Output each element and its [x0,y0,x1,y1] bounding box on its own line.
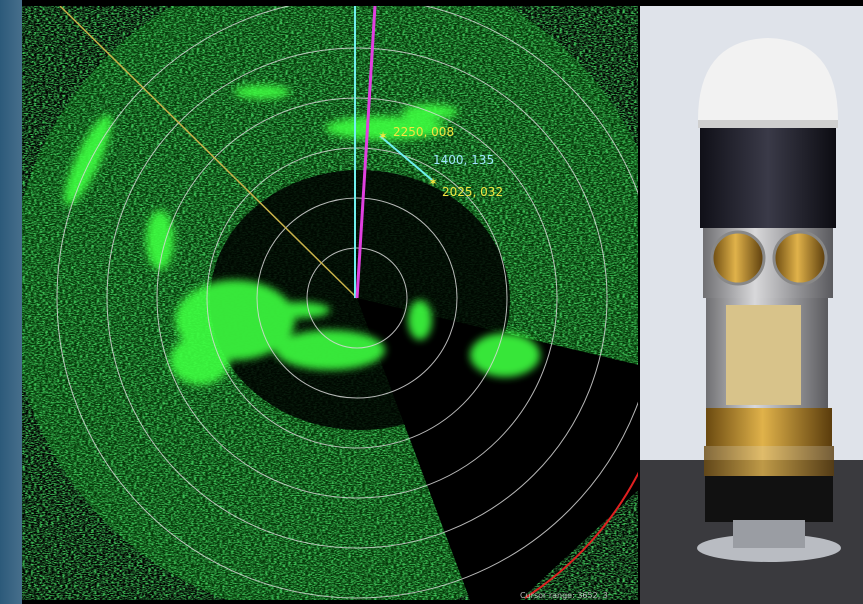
bearing-line [355,6,377,299]
target-marker: ✶ [378,129,388,143]
water-strip [0,0,22,604]
target-label: 2025, 032 [442,185,503,199]
bearing-line [59,6,358,299]
cursor-range: Cursor range: 3652, 3 [520,591,608,600]
target-label: 1400, 135 [433,153,494,167]
range-rings [56,6,638,599]
device-photo [640,6,863,604]
sonar-display: ✶ ✶ 2250, 008 1400, 135 2025, 032 Cursor… [22,6,638,600]
target-track [379,135,433,181]
target-marker: ✶ [428,175,438,189]
range-arc [524,471,638,599]
target-label: 2250, 008 [393,125,454,139]
